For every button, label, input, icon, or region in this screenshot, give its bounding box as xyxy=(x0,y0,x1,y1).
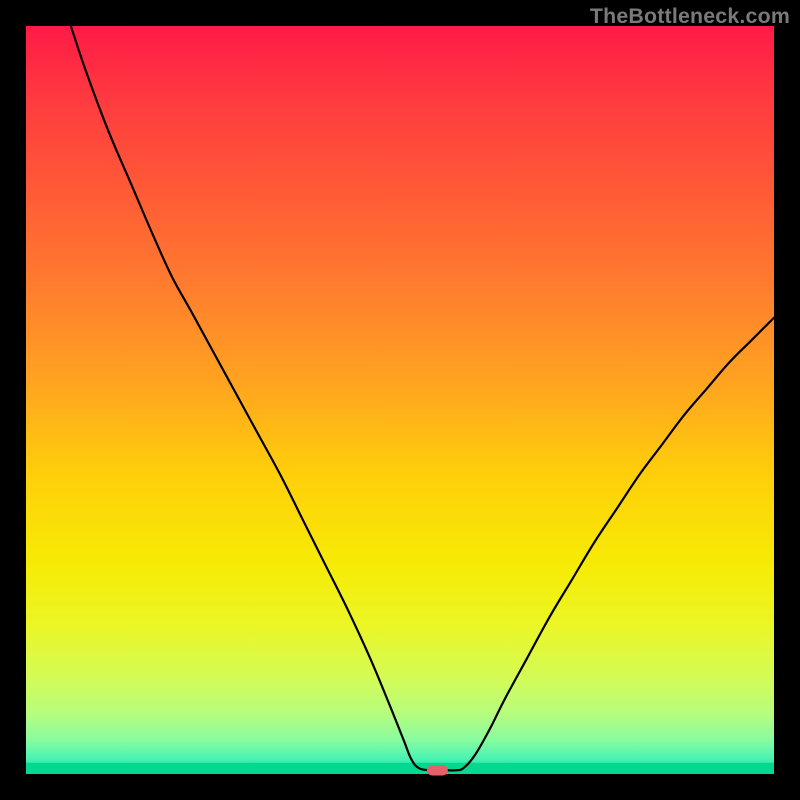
base-band xyxy=(26,763,774,774)
plot-background xyxy=(26,26,774,774)
bottleneck-curve-chart xyxy=(0,0,800,800)
watermark-text: TheBottleneck.com xyxy=(590,4,790,29)
trough-marker xyxy=(427,765,448,775)
